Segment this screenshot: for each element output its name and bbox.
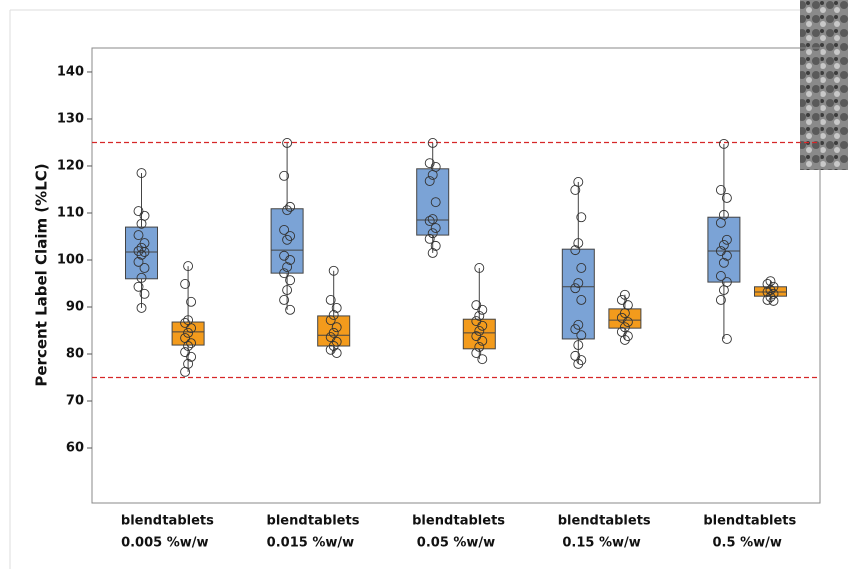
y-tick-label: 70 bbox=[66, 394, 84, 409]
group-label: 0.15 %w/w bbox=[562, 536, 640, 551]
x-tick-label: blend bbox=[703, 514, 744, 529]
group-label: 0.05 %w/w bbox=[417, 536, 495, 551]
x-tick-label: blend bbox=[412, 514, 453, 529]
y-tick-label: 60 bbox=[66, 441, 84, 456]
y-tick-label: 90 bbox=[66, 299, 84, 314]
sem-image bbox=[800, 0, 848, 170]
y-tick-label: 80 bbox=[66, 346, 84, 361]
y-tick-label: 100 bbox=[57, 252, 84, 267]
group-label: 0.005 %w/w bbox=[121, 536, 208, 551]
x-tick-label: tablets bbox=[745, 514, 797, 529]
y-axis-label: Percent Label Claim (%LC) bbox=[33, 163, 51, 386]
x-tick-label: blend bbox=[121, 514, 162, 529]
x-tick-label: tablets bbox=[599, 514, 651, 529]
chart: Percent Label Claim (%LC) 60 70 80 90 100 110… bbox=[0, 0, 848, 569]
x-tick-label: blend bbox=[267, 514, 308, 529]
y-tick-label: 140 bbox=[57, 64, 84, 79]
y-tick-label: 130 bbox=[57, 111, 84, 126]
group-label: 0.5 %w/w bbox=[713, 536, 782, 551]
x-tick-label: tablets bbox=[162, 514, 214, 529]
group-label: 0.015 %w/w bbox=[267, 536, 354, 551]
x-tick-label: tablets bbox=[454, 514, 506, 529]
y-tick-label: 120 bbox=[57, 158, 84, 173]
x-tick-label: blend bbox=[558, 514, 599, 529]
x-tick-label: tablets bbox=[308, 514, 360, 529]
y-tick-label: 110 bbox=[57, 205, 84, 220]
